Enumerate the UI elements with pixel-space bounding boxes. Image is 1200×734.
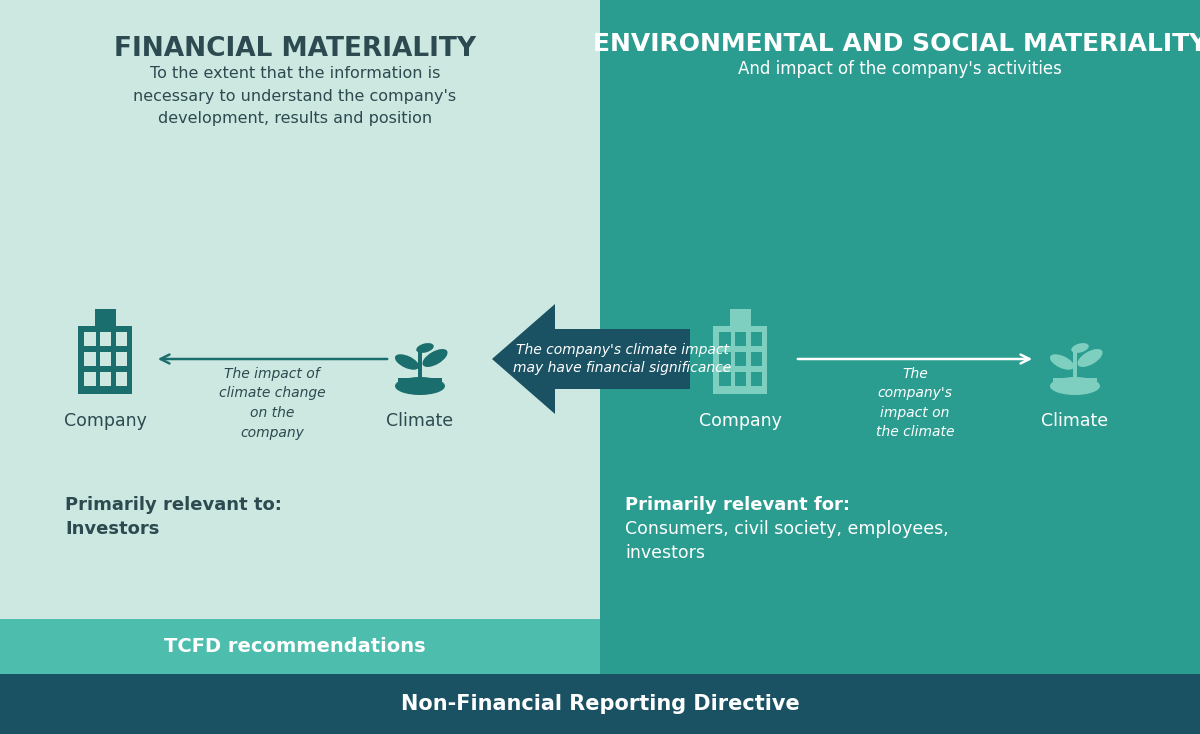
Polygon shape (492, 304, 690, 414)
Text: ENVIRONMENTAL AND SOCIAL MATERIALITY: ENVIRONMENTAL AND SOCIAL MATERIALITY (593, 32, 1200, 56)
Bar (0, 0, 600, 619)
Bar (1073, 352, 1078, 380)
Bar (115, 352, 127, 366)
Bar (750, 352, 762, 366)
Text: Investors: Investors (65, 520, 160, 538)
Bar (84, 352, 96, 366)
Bar (734, 372, 746, 385)
Bar (95, 309, 115, 326)
Bar (0, 674, 1200, 734)
Text: TCFD recommendations: TCFD recommendations (164, 637, 426, 656)
Bar (719, 352, 731, 366)
Bar (600, 0, 1200, 734)
Text: Climate: Climate (386, 412, 454, 430)
Bar (750, 332, 762, 346)
Ellipse shape (1050, 355, 1074, 370)
Text: investors: investors (625, 544, 706, 562)
Ellipse shape (395, 377, 445, 395)
Bar (84, 332, 96, 346)
Text: Primarily relevant for:: Primarily relevant for: (625, 496, 850, 514)
Bar (750, 372, 762, 385)
Bar (100, 352, 112, 366)
Text: And impact of the company's activities: And impact of the company's activities (738, 60, 1062, 78)
Ellipse shape (395, 355, 419, 370)
Text: FINANCIAL MATERIALITY: FINANCIAL MATERIALITY (114, 36, 476, 62)
Bar (713, 326, 767, 394)
Text: Non-Financial Reporting Directive: Non-Financial Reporting Directive (401, 694, 799, 714)
Ellipse shape (422, 349, 448, 367)
Text: The company's climate impact
may have financial significance: The company's climate impact may have fi… (512, 343, 731, 375)
Text: Consumers, civil society, employees,: Consumers, civil society, employees, (625, 520, 949, 538)
Bar (1054, 378, 1097, 386)
Text: Company: Company (64, 412, 146, 430)
Bar (115, 372, 127, 385)
Ellipse shape (416, 343, 433, 353)
Text: The impact of
climate change
on the
company: The impact of climate change on the comp… (218, 367, 325, 440)
Bar (730, 309, 750, 326)
Bar (734, 352, 746, 366)
Bar (734, 332, 746, 346)
Text: Company: Company (698, 412, 781, 430)
Bar (398, 378, 442, 386)
Text: Primarily relevant to:: Primarily relevant to: (65, 496, 282, 514)
Bar (719, 372, 731, 385)
Bar (115, 332, 127, 346)
Bar (0, 619, 600, 674)
Text: The
company's
impact on
the climate: The company's impact on the climate (876, 367, 954, 440)
Ellipse shape (1078, 349, 1103, 367)
Bar (719, 332, 731, 346)
Bar (78, 326, 132, 394)
Bar (418, 352, 422, 380)
Bar (84, 372, 96, 385)
Text: Climate: Climate (1042, 412, 1109, 430)
Bar (100, 332, 112, 346)
Bar (100, 372, 112, 385)
Ellipse shape (1072, 343, 1088, 353)
Ellipse shape (1050, 377, 1100, 395)
Text: To the extent that the information is
necessary to understand the company's
deve: To the extent that the information is ne… (133, 66, 456, 126)
